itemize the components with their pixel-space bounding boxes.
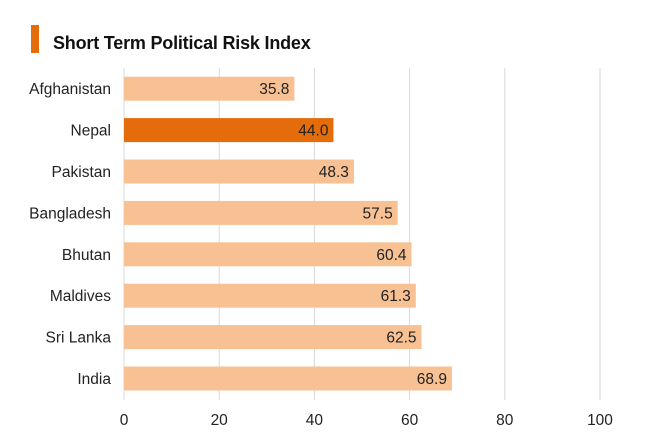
bar-6 <box>124 325 422 350</box>
bar-0 <box>124 76 295 101</box>
chart-title: Short Term Political Risk Index <box>53 33 311 53</box>
value-label-5: 61.3 <box>381 288 411 305</box>
value-label-0: 35.8 <box>259 81 289 98</box>
x-tick-label-1: 20 <box>211 412 229 429</box>
category-label-0: Afghanistan <box>29 81 111 98</box>
bar-2 <box>124 159 354 184</box>
bar-3 <box>124 200 398 225</box>
bar-7 <box>124 366 452 391</box>
value-label-2: 48.3 <box>319 164 349 181</box>
bar-5 <box>124 283 416 308</box>
bar-1 <box>124 118 334 143</box>
category-label-2: Pakistan <box>52 164 111 181</box>
title-marker <box>31 25 39 53</box>
category-label-3: Bangladesh <box>29 205 111 222</box>
category-label-1: Nepal <box>71 123 112 140</box>
category-label-6: Sri Lanka <box>46 330 112 347</box>
x-tick-label-5: 100 <box>587 412 613 429</box>
value-label-4: 60.4 <box>376 247 407 264</box>
x-tick-label-2: 40 <box>306 412 324 429</box>
x-tick-label-3: 60 <box>401 412 419 429</box>
value-label-7: 68.9 <box>417 371 447 388</box>
bar-4 <box>124 242 412 267</box>
value-label-3: 57.5 <box>363 205 393 222</box>
x-tick-label-0: 0 <box>120 412 129 429</box>
category-label-4: Bhutan <box>62 247 111 264</box>
category-label-7: India <box>77 371 111 388</box>
value-label-6: 62.5 <box>386 330 416 347</box>
value-label-1: 44.0 <box>298 123 329 140</box>
category-label-5: Maldives <box>50 288 111 305</box>
x-tick-label-4: 80 <box>496 412 514 429</box>
